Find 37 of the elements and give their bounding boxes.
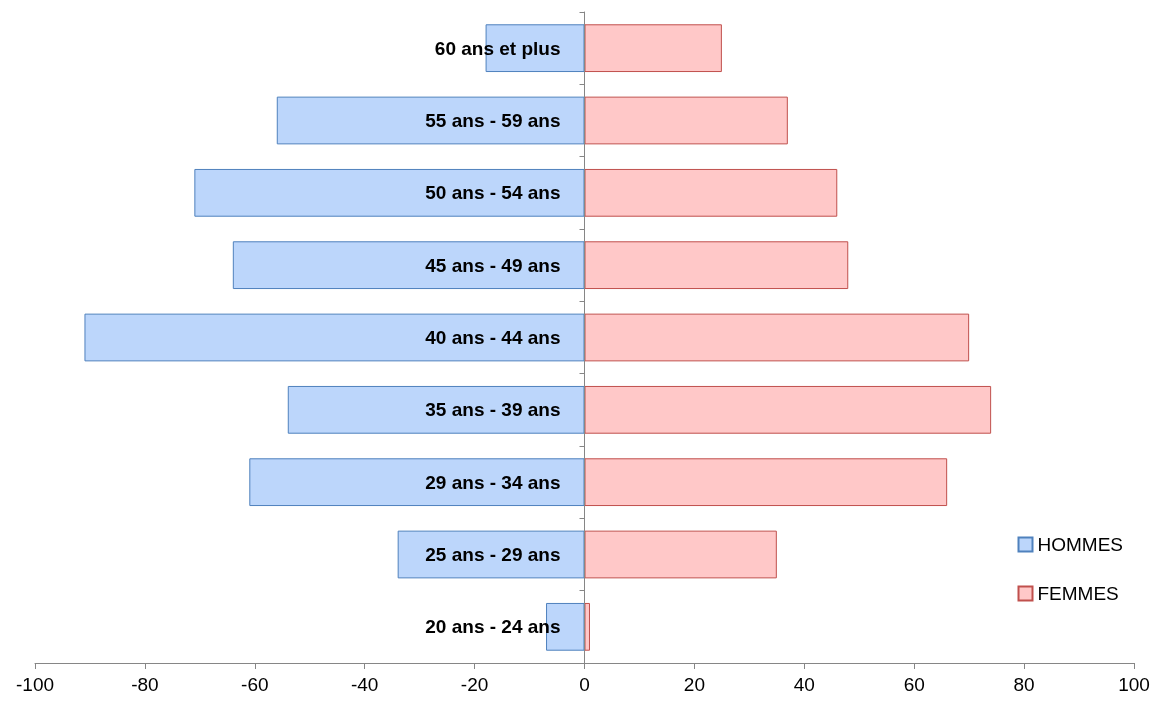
bar [584, 458, 948, 507]
x-tick-label: 40 [793, 674, 815, 695]
x-tick-label: 0 [579, 674, 590, 695]
x-tick-label: -60 [241, 674, 269, 695]
x-tick-label: -100 [15, 674, 55, 695]
bar [84, 313, 585, 362]
bar [249, 458, 585, 507]
bar [287, 385, 585, 434]
y-tick-label: 35 ans - 39 ans [425, 399, 561, 421]
y-tick-label: 50 ans - 54 ans [425, 182, 561, 204]
bar [584, 385, 992, 434]
x-tick-label: 20 [683, 674, 705, 695]
x-tick-label: 100 [1118, 674, 1150, 695]
y-tick-label: 45 ans - 49 ans [425, 254, 561, 276]
bar [276, 96, 585, 145]
bar [584, 168, 838, 217]
y-tick-label: 40 ans - 44 ans [425, 327, 561, 348]
bar [232, 241, 585, 290]
bar [584, 96, 788, 145]
bar [584, 602, 590, 651]
y-tick-label: 25 ans - 29 ans [425, 544, 561, 565]
y-tick-label: 29 ans - 34 ans [425, 471, 561, 493]
bar [194, 168, 585, 217]
x-tick-label: 80 [1013, 674, 1035, 695]
bar [584, 530, 777, 579]
x-tick-label: -20 [460, 674, 489, 695]
bar [584, 313, 970, 362]
bar [584, 24, 722, 73]
y-tick-label: 55 ans - 59 ans [425, 110, 561, 131]
legend-label: FEMMES [1037, 583, 1119, 604]
y-tick-label: 60 ans et plus [434, 37, 561, 59]
bar [397, 530, 585, 579]
bar [584, 241, 849, 290]
x-tick-label: 60 [903, 674, 925, 695]
legend-label: HOMMES [1037, 534, 1123, 555]
x-tick-label: -40 [350, 674, 379, 695]
x-tick-label: -80 [131, 674, 159, 695]
